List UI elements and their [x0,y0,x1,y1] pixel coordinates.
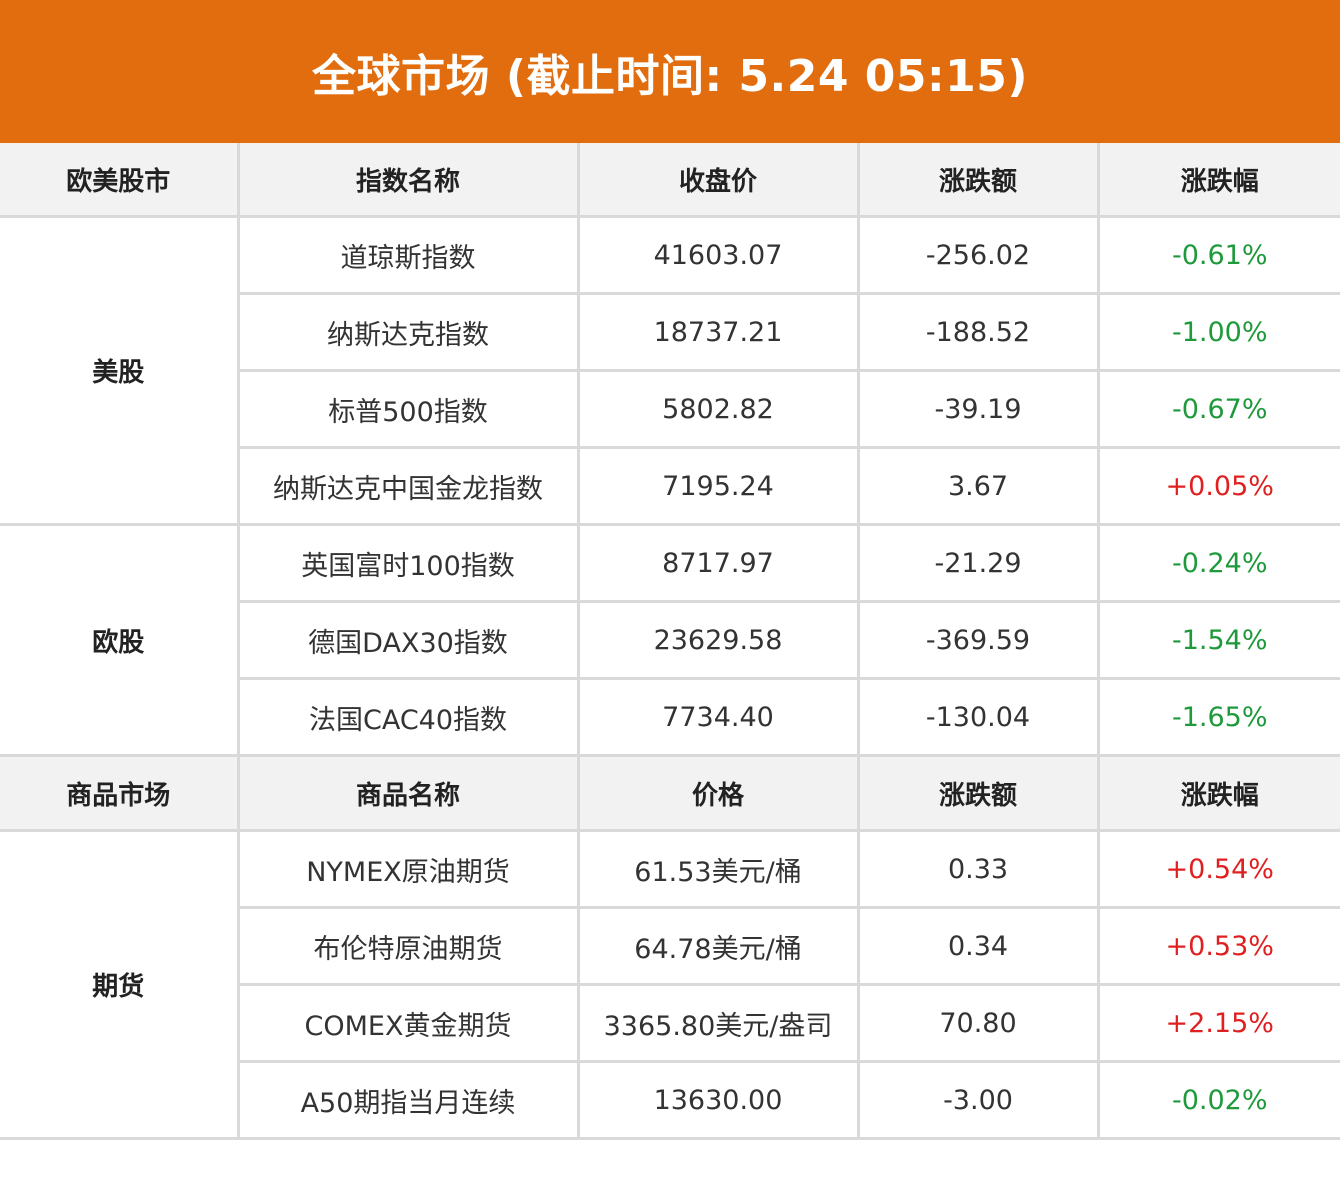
header-price: 价格 [576,754,860,832]
table-row: 欧股 英国富时100指数 8717.97 -21.29 -0.24% [0,523,1340,757]
row-price: 64.78美元/桶 [576,906,860,986]
row-pct: -0.67% [1096,369,1340,449]
row-pct: +0.54% [1096,829,1340,909]
header-change: 涨跌额 [856,754,1100,832]
row-pct: -0.61% [1096,215,1340,295]
row-name: 纳斯达克指数 [236,292,580,372]
row-change: 70.80 [856,983,1100,1063]
group-label-futures: 期货 [0,829,240,1140]
table-row: 美股 道琼斯指数 41603.07 -256.02 -0.61% [0,215,1340,526]
table-row: 布伦特原油期货 64.78美元/桶 0.34 +0.53% [0,906,1340,986]
table-row: 标普500指数 5802.82 -39.19 -0.67% [0,369,1340,449]
commodities-header-row: 商品市场 商品名称 价格 涨跌额 涨跌幅 [0,754,1340,832]
table-row: 纳斯达克中国金龙指数 7195.24 3.67 +0.05% [0,446,1340,526]
row-price: 7195.24 [576,446,860,526]
header-market: 欧美股市 [0,143,240,218]
table-row: A50期指当月连续 13630.00 -3.00 -0.02% [0,1060,1340,1140]
row-price: 8717.97 [576,523,860,603]
row-pct: +0.53% [1096,906,1340,986]
row-change: -130.04 [856,677,1100,757]
row-change: -39.19 [856,369,1100,449]
table-row: 纳斯达克指数 18737.21 -188.52 -1.00% [0,292,1340,372]
market-table: 欧美股市 指数名称 收盘价 涨跌额 涨跌幅 美股 道琼斯指数 41603.07 … [0,143,1340,1140]
header-pct: 涨跌幅 [1096,143,1340,218]
page-title: 全球市场 (截止时间: 5.24 05:15) [0,0,1340,143]
header-market: 商品市场 [0,754,240,832]
row-pct: +0.05% [1096,446,1340,526]
row-name: 标普500指数 [236,369,580,449]
row-price: 18737.21 [576,292,860,372]
row-change: -3.00 [856,1060,1100,1140]
group-label-us: 美股 [0,215,240,526]
row-price: 7734.40 [576,677,860,757]
row-name: NYMEX原油期货 [236,829,580,909]
row-name: 法国CAC40指数 [236,677,580,757]
header-name: 商品名称 [236,754,580,832]
row-name: COMEX黄金期货 [236,983,580,1063]
stocks-header-row: 欧美股市 指数名称 收盘价 涨跌额 涨跌幅 [0,143,1340,218]
row-change: -369.59 [856,600,1100,680]
row-change: -256.02 [856,215,1100,295]
row-change: 3.67 [856,446,1100,526]
table-row: 期货 NYMEX原油期货 61.53美元/桶 0.33 +0.54% [0,829,1340,1140]
row-price: 41603.07 [576,215,860,295]
table-row: 德国DAX30指数 23629.58 -369.59 -1.54% [0,600,1340,680]
row-pct: +2.15% [1096,983,1340,1063]
row-name: 德国DAX30指数 [236,600,580,680]
row-change: 0.33 [856,829,1100,909]
table-row: 法国CAC40指数 7734.40 -130.04 -1.65% [0,677,1340,757]
row-name: A50期指当月连续 [236,1060,580,1140]
header-price: 收盘价 [576,143,860,218]
row-change: -188.52 [856,292,1100,372]
row-pct: -0.24% [1096,523,1340,603]
row-price: 13630.00 [576,1060,860,1140]
row-name: 纳斯达克中国金龙指数 [236,446,580,526]
table-row: COMEX黄金期货 3365.80美元/盎司 70.80 +2.15% [0,983,1340,1063]
row-change: -21.29 [856,523,1100,603]
row-price: 23629.58 [576,600,860,680]
header-name: 指数名称 [236,143,580,218]
row-name: 道琼斯指数 [236,215,580,295]
row-price: 5802.82 [576,369,860,449]
row-name: 布伦特原油期货 [236,906,580,986]
row-pct: -1.65% [1096,677,1340,757]
group-label-eu: 欧股 [0,523,240,757]
row-pct: -0.02% [1096,1060,1340,1140]
row-price: 3365.80美元/盎司 [576,983,860,1063]
row-price: 61.53美元/桶 [576,829,860,909]
row-name: 英国富时100指数 [236,523,580,603]
row-change: 0.34 [856,906,1100,986]
header-pct: 涨跌幅 [1096,754,1340,832]
row-pct: -1.54% [1096,600,1340,680]
row-pct: -1.00% [1096,292,1340,372]
header-change: 涨跌额 [856,143,1100,218]
